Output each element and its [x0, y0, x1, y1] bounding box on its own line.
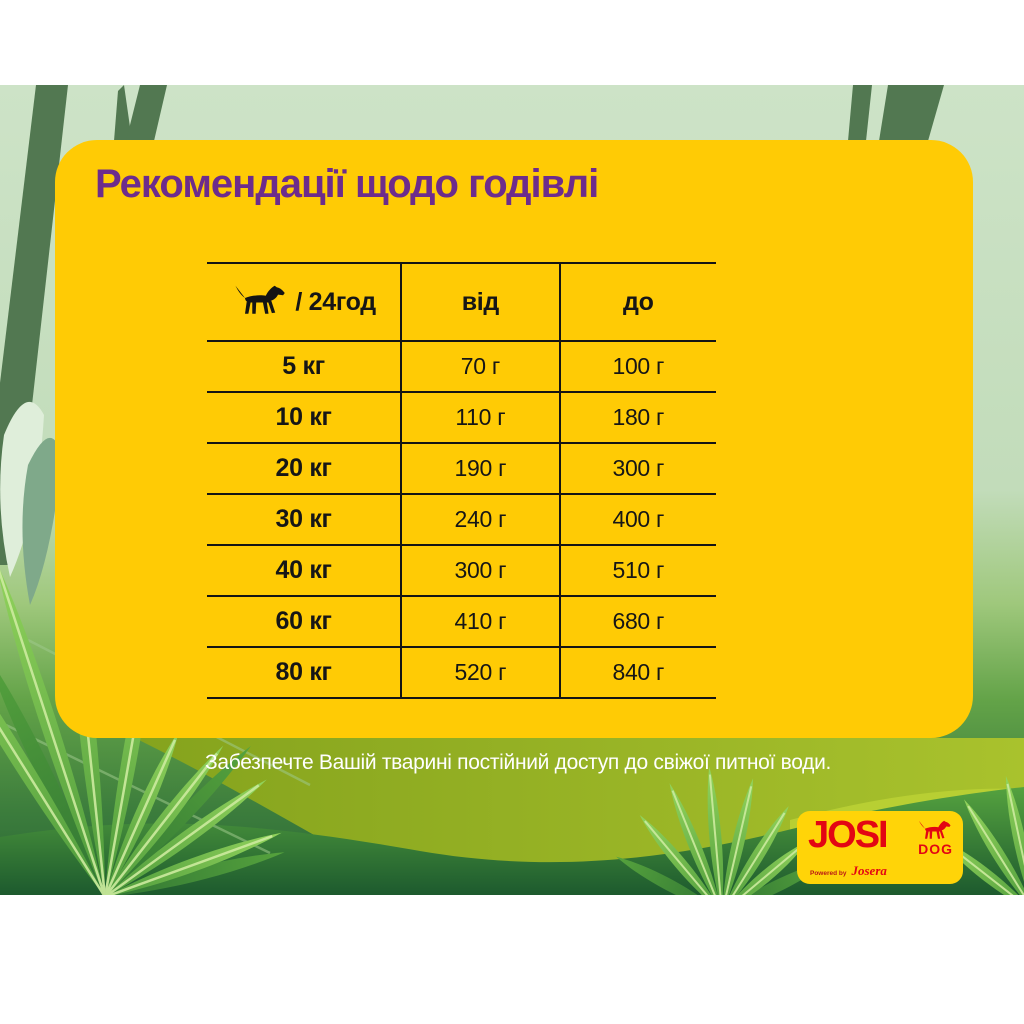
table-row: 80 кг 520 г 840 г — [207, 647, 716, 698]
card-title: Рекомендації щодо годівлі — [95, 162, 599, 206]
from-cell: 240 г — [400, 494, 560, 545]
josidog-logo: JOSI DOG Powered by Josera — [797, 811, 963, 884]
unit-label: / 24год — [295, 287, 376, 316]
to-cell: 300 г — [558, 443, 716, 494]
to-cell: 840 г — [558, 647, 716, 698]
from-cell: 190 г — [400, 443, 560, 494]
weight-cell: 40 кг — [275, 556, 332, 584]
from-cell: 410 г — [400, 596, 560, 647]
to-cell: 180 г — [558, 392, 716, 443]
water-note: Забезпечте Вашій тварині постійний досту… — [205, 751, 832, 774]
table-row: 20 кг 190 г 300 г — [207, 443, 716, 494]
from-cell: 300 г — [400, 545, 560, 596]
weight-cell: 60 кг — [275, 607, 332, 635]
table-row: 5 кг 70 г 100 г — [207, 341, 716, 392]
table-header-row: / 24год від до — [207, 263, 716, 341]
table-row: 60 кг 410 г 680 г — [207, 596, 716, 647]
feeding-recommendations-card: Рекомендації щодо годівлі — [55, 140, 973, 738]
josera-wordmark: Josera — [851, 863, 887, 878]
weight-cell: 30 кг — [275, 505, 332, 533]
powered-by-label: Powered by — [810, 870, 847, 877]
table-row: 10 кг 110 г 180 г — [207, 392, 716, 443]
table-row: 40 кг 300 г 510 г — [207, 545, 716, 596]
to-cell: 680 г — [558, 596, 716, 647]
josi-wordmark: JOSI — [808, 814, 889, 856]
header-to: до — [558, 263, 716, 341]
weight-cell: 5 кг — [282, 352, 325, 380]
dog-sub-label: DOG — [918, 841, 953, 857]
to-cell: 100 г — [558, 341, 716, 392]
from-cell: 70 г — [400, 341, 560, 392]
weight-cell: 20 кг — [275, 454, 332, 482]
feeding-table: / 24год від до 5 кг 70 г 100 г 10 кг 110… — [207, 262, 716, 699]
to-cell: 400 г — [558, 494, 716, 545]
weight-cell: 80 кг — [275, 658, 332, 686]
dog-icon — [235, 285, 286, 314]
from-cell: 110 г — [400, 392, 560, 443]
from-cell: 520 г — [400, 647, 560, 698]
weight-cell: 10 кг — [275, 403, 332, 431]
header-weight-per-day: / 24год — [207, 263, 401, 341]
dog-mark-icon — [918, 820, 951, 839]
to-cell: 510 г — [558, 545, 716, 596]
table-row: 30 кг 240 г 400 г — [207, 494, 716, 545]
header-from: від — [400, 263, 560, 341]
